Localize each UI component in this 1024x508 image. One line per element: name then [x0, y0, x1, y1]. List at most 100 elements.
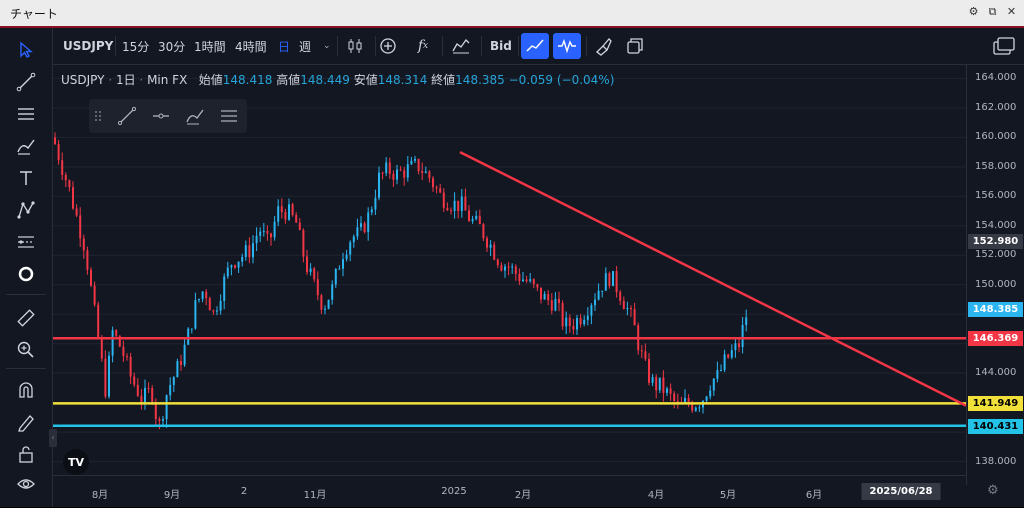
zoom-in-icon[interactable]: [10, 336, 42, 364]
candle-body: [151, 388, 154, 402]
wave-icon[interactable]: [553, 33, 581, 59]
circle-tool-icon[interactable]: [10, 260, 42, 288]
candle-body: [162, 419, 164, 421]
candles-icon[interactable]: [341, 33, 369, 59]
candle-body: [230, 265, 233, 268]
legend-change: −0.059 (−0.04%): [508, 73, 615, 87]
time-tick: 11月: [303, 490, 327, 501]
brush-tool-icon[interactable]: [10, 132, 42, 160]
candle-body: [612, 271, 614, 287]
candle-body: [684, 398, 686, 404]
drawing-toolbar: [0, 28, 53, 507]
candle-body: [316, 279, 319, 296]
candle-body: [154, 401, 157, 420]
pattern-tool-icon[interactable]: [10, 196, 42, 224]
candle-body: [486, 238, 488, 248]
candle-body: [709, 390, 712, 397]
candle-body: [442, 192, 445, 208]
price-axis[interactable]: 164.000 162.000 160.000 158.000 156.000 154.0…: [966, 65, 1024, 485]
candle-body: [288, 204, 290, 220]
popout-icon[interactable]: ⧉: [988, 5, 997, 18]
price-tick: 162.000: [975, 101, 1017, 113]
tradingview-logo[interactable]: TV: [63, 449, 89, 475]
time-tick: 5月: [719, 490, 737, 501]
legend-low: 148.314: [377, 73, 428, 87]
candle-body: [705, 396, 708, 401]
magnet-icon[interactable]: [10, 376, 42, 404]
candle-body: [104, 358, 107, 397]
interval-30m[interactable]: 30分: [158, 39, 186, 54]
candle-body: [745, 317, 748, 326]
time-axis[interactable]: 8月 9月 2 11月 2025 2月 4月 5月 6月 2025/06/28: [53, 475, 966, 508]
candle-body: [626, 307, 629, 310]
fib-tool-icon[interactable]: [10, 228, 42, 256]
candle-body: [457, 200, 460, 212]
line-chart-icon[interactable]: [521, 33, 549, 59]
interval-day[interactable]: 日: [278, 39, 291, 54]
brush-icon[interactable]: [589, 33, 617, 59]
text-tool-icon[interactable]: [10, 164, 42, 192]
chart-pane[interactable]: USDJPY · 1日 · Min FX 始値148.418 高値148.449…: [49, 65, 1024, 508]
symbol-selector[interactable]: USDJPY: [63, 39, 114, 53]
candle-body: [385, 162, 388, 174]
candle-body: [248, 245, 251, 258]
brush-icon[interactable]: [181, 102, 209, 130]
time-tick: 9月: [163, 490, 181, 501]
collapse-toolbar-icon[interactable]: ‹: [49, 429, 57, 447]
candle-body: [176, 361, 179, 378]
price-tick: 152.000: [975, 249, 1017, 261]
candle-body: [367, 212, 370, 233]
settings-icon[interactable]: ⚙: [968, 5, 979, 18]
unlock-icon[interactable]: [10, 440, 42, 468]
candle-body: [370, 209, 373, 213]
close-icon[interactable]: ✕: [1006, 5, 1017, 18]
chevron-down-icon[interactable]: ⌄: [323, 41, 331, 51]
candle-body: [662, 377, 665, 393]
time-tick: 2月: [514, 490, 532, 501]
interval-4h[interactable]: 4時間: [235, 39, 267, 54]
indicators-icon[interactable]: [447, 33, 475, 59]
candle-body: [201, 291, 204, 300]
candle-body: [547, 293, 550, 301]
time-tick: 8月: [91, 490, 109, 501]
candle-body: [471, 219, 474, 222]
bid-toggle[interactable]: Bid: [490, 39, 512, 53]
trendline-icon[interactable]: [113, 102, 141, 130]
window-layout-icon[interactable]: [989, 33, 1019, 59]
candle-body: [691, 403, 694, 411]
interval-1h[interactable]: 1時間: [194, 39, 226, 54]
candle-body: [633, 309, 636, 326]
candle-body: [277, 206, 280, 222]
lock-pencil-icon[interactable]: [10, 408, 42, 436]
candle-body: [100, 338, 103, 359]
legend-high: 148.449: [300, 73, 350, 87]
candle-body: [194, 300, 197, 329]
parallel-lines-icon[interactable]: [215, 102, 243, 130]
candle-body: [75, 208, 78, 216]
candle-body: [424, 171, 427, 173]
candle-body: [280, 206, 283, 213]
horizontal-lines-icon[interactable]: [10, 100, 42, 128]
layouts-icon[interactable]: [621, 33, 649, 59]
interval-week[interactable]: 週: [299, 39, 312, 54]
candle-body: [414, 158, 416, 161]
add-indicator-icon[interactable]: [374, 33, 402, 59]
candle-body: [381, 172, 384, 174]
candle-body: [403, 170, 406, 178]
candle-body: [428, 171, 431, 179]
drag-handle-icon[interactable]: [91, 102, 105, 130]
candle-body: [597, 290, 600, 300]
interval-15m[interactable]: 15分: [122, 39, 150, 54]
candle-body: [378, 172, 380, 198]
cursor-icon[interactable]: [10, 36, 42, 64]
ruler-icon[interactable]: [10, 304, 42, 332]
price-chart[interactable]: [53, 65, 966, 475]
candle-body: [259, 231, 262, 236]
eye-icon[interactable]: [10, 470, 42, 498]
chart-settings-icon[interactable]: ⚙: [987, 483, 999, 498]
trendline-tool-icon[interactable]: [10, 68, 42, 96]
horizontal-ray-icon[interactable]: [147, 102, 175, 130]
candle-body: [583, 319, 586, 325]
